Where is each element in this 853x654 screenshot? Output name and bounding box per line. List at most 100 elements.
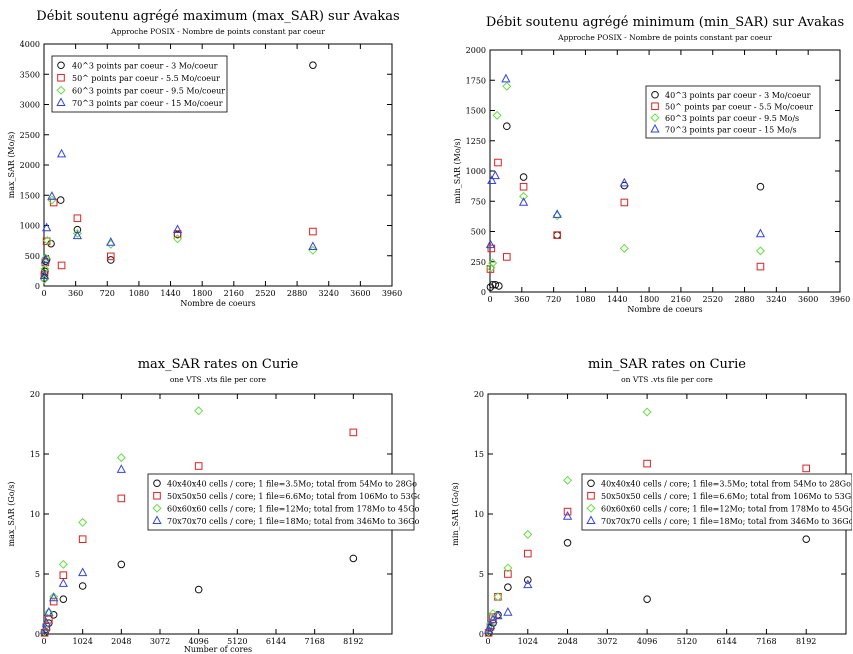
x-tick-label: 3600	[798, 295, 818, 304]
legend-entry: 50^ points par coeur - 5.5 Mo/coeur	[665, 102, 813, 111]
data-point	[485, 620, 496, 629]
x-tick-label: 3960	[830, 295, 850, 304]
data-point	[488, 258, 498, 268]
data-point	[494, 158, 502, 167]
legend: 40^3 points par coeur - 3 Mo/coeur 50^ po…	[645, 85, 821, 139]
legend-marker	[56, 85, 66, 95]
legend-entry: 40x40x40 cells / core; 1 file=3.5Mo; tot…	[601, 479, 851, 488]
data-point	[485, 239, 496, 249]
x-tick-label: 3072	[150, 637, 170, 646]
y-tick-label: 3000	[20, 101, 40, 110]
x-tick-label: 360	[68, 289, 83, 298]
chart-svg: Débit soutenu agrégé minimum (min_SAR) s…	[453, 15, 850, 314]
chart-subtitle: Approche POSIX - Nombre de points consta…	[110, 27, 325, 36]
data-point	[40, 254, 50, 264]
data-point	[553, 231, 561, 239]
x-axis-label: Nombre de coeurs	[627, 305, 702, 314]
data-point	[173, 234, 183, 244]
data-point	[78, 582, 87, 590]
x-tick-label: 720	[100, 289, 115, 298]
x-tick-label: 2160	[671, 295, 691, 304]
y-tick-label: 10	[30, 510, 40, 519]
data-point	[57, 261, 66, 270]
data-point	[56, 148, 67, 158]
x-tick-label: 0	[41, 637, 46, 646]
data-point	[495, 282, 503, 290]
series-circle	[40, 554, 358, 637]
chart-panel-min-sar-avakas: Débit soutenu agrégé minimum (min_SAR) s…	[432, 0, 852, 322]
data-point	[42, 222, 52, 232]
data-point	[502, 81, 512, 91]
data-point	[523, 579, 533, 589]
chart-subtitle: Approche POSIX - Nombre de points consta…	[557, 33, 772, 42]
legend-entry: 40x40x40 cells / core; 1 file=3.5Mo; tot…	[167, 479, 417, 488]
data-point	[486, 283, 495, 291]
legend-marker	[586, 503, 596, 513]
data-point	[44, 607, 54, 617]
data-point	[519, 191, 529, 201]
data-point	[349, 428, 358, 437]
y-tick-label: 1000	[466, 167, 486, 176]
y-axis-label: max_SAR (Mo/s)	[7, 132, 16, 199]
y-tick-label: 0	[35, 282, 40, 291]
data-point	[504, 583, 512, 591]
data-point	[309, 61, 317, 69]
chart-svg: min_SAR rates on Curie on VTS .vts file p…	[451, 357, 852, 646]
data-point	[488, 609, 498, 619]
data-point	[59, 571, 68, 579]
data-point	[106, 252, 115, 261]
data-point	[494, 593, 502, 601]
series-circle	[486, 122, 765, 291]
y-tick-label: 20	[30, 390, 40, 399]
data-point	[58, 559, 68, 569]
x-tick-label: 1080	[129, 289, 149, 298]
data-point	[563, 475, 573, 485]
data-point	[487, 175, 497, 184]
data-point	[49, 592, 59, 602]
x-tick-label: 3600	[350, 289, 370, 298]
y-axis-label: min_SAR (Mo/s)	[453, 138, 462, 203]
x-tick-label: 8192	[796, 637, 816, 646]
y-tick-label: 2000	[20, 161, 40, 170]
series-square	[40, 428, 358, 637]
data-points	[39, 61, 318, 284]
legend-entry: 60^3 points par coeur - 9.5 Mo/coeur	[72, 86, 225, 95]
x-tick-label: 6144	[266, 637, 286, 646]
data-point	[642, 407, 652, 417]
data-point	[116, 464, 126, 473]
data-point	[755, 228, 766, 238]
series-triangle	[39, 148, 318, 280]
x-tick-label: 8192	[343, 637, 363, 646]
legend: 40x40x40 cells / core; 1 file=3.5Mo; tot…	[581, 473, 852, 531]
legend-marker	[152, 503, 162, 513]
legend: 40^3 points par coeur - 3 Mo/coeur 50^ po…	[51, 55, 228, 113]
x-tick-label: 0	[487, 295, 492, 304]
legend-marker	[57, 61, 65, 70]
data-point	[58, 578, 68, 587]
x-tick-label: 3960	[382, 289, 402, 298]
legend-entry: 40^3 points par coeur - 3 Mo/coeur	[72, 61, 218, 70]
data-point	[502, 253, 511, 261]
data-point	[41, 617, 52, 627]
data-point	[620, 198, 629, 207]
legend-entry: 70^3 points par coeur - 15 Mo/coeur	[72, 99, 223, 108]
data-point	[523, 529, 533, 539]
x-tick-label: 0	[41, 289, 46, 298]
data-point	[39, 625, 50, 634]
data-point	[117, 560, 126, 569]
x-axis-label: Number of cores	[184, 645, 252, 654]
y-tick-label: 2500	[20, 131, 40, 140]
x-tick-label: 2048	[557, 637, 577, 646]
data-point	[501, 73, 511, 83]
data-point	[563, 507, 572, 516]
y-tick-label: 5	[35, 570, 40, 579]
data-point	[619, 177, 629, 187]
y-tick-label: 250	[471, 258, 486, 267]
data-point	[491, 280, 500, 289]
data-point	[194, 406, 204, 416]
chart-title: min_SAR rates on Curie	[588, 357, 746, 372]
data-point	[518, 197, 529, 206]
series-circle	[484, 535, 811, 637]
y-tick-label: 2000	[466, 46, 486, 55]
legend-marker	[651, 90, 659, 99]
